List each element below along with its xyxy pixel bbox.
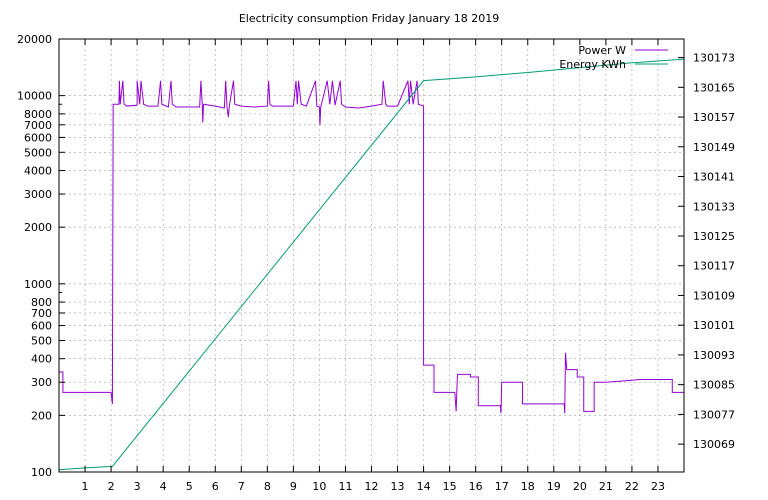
x-tick-label: 10 (312, 480, 326, 493)
legend: Power W Energy KWh (559, 44, 668, 71)
y-right-tick-label: 130117 (693, 260, 735, 273)
y-left-tick-label: 1000 (24, 278, 52, 291)
x-tick-label: 7 (238, 480, 245, 493)
y-left-tick-label: 300 (31, 376, 52, 389)
x-tick-label: 17 (495, 480, 509, 493)
y-left-tick-label: 3000 (24, 188, 52, 201)
y-right-tick-label: 130085 (693, 379, 735, 392)
x-tick-label: 18 (521, 480, 535, 493)
y-left-tick-label: 500 (31, 334, 52, 347)
y-right-tick-label: 130173 (693, 52, 735, 65)
y-right-tick-label: 130141 (693, 171, 735, 184)
y-right-tick-label: 130133 (693, 200, 735, 213)
legend-label-energy: Energy KWh (559, 58, 626, 71)
x-tick-label: 15 (443, 480, 457, 493)
y-left-tick-label: 10000 (17, 90, 52, 103)
x-tick-label: 14 (417, 480, 431, 493)
x-tick-label: 22 (625, 480, 639, 493)
x-tick-label: 12 (365, 480, 379, 493)
y-right-tick-label: 130165 (693, 81, 735, 94)
x-tick-label: 8 (264, 480, 271, 493)
series-line-power (59, 80, 684, 414)
y-left-tick-label: 200 (31, 409, 52, 422)
series-line-energy (58, 58, 685, 471)
y-right-tick-label: 130149 (693, 141, 735, 154)
x-tick-label: 1 (82, 480, 89, 493)
y-right-tick-label: 130157 (693, 111, 735, 124)
y-right-tick-label: 130077 (693, 408, 735, 421)
y-left-tick-label: 6000 (24, 131, 52, 144)
y-left-tick-label: 800 (31, 296, 52, 309)
x-tick-label: 20 (573, 480, 587, 493)
series-lines (58, 58, 685, 471)
x-tick-label: 21 (599, 480, 613, 493)
y-left-tick-label: 400 (31, 353, 52, 366)
y-left-tick-label: 100 (31, 466, 52, 479)
x-tick-label: 4 (160, 480, 167, 493)
y-left-tick-label: 4000 (24, 165, 52, 178)
x-tick-label: 2 (108, 480, 115, 493)
y-left-tick-label: 8000 (24, 108, 52, 121)
y-left-tick-label: 600 (31, 320, 52, 333)
y-left-tick-label: 700 (31, 307, 52, 320)
y-right-tick-label: 130109 (693, 289, 735, 302)
x-tick-label: 6 (212, 480, 219, 493)
y-right-tick-label: 130093 (693, 349, 735, 362)
y-left-tick-label: 2000 (24, 221, 52, 234)
y-left-tick-label: 5000 (24, 146, 52, 159)
x-tick-label: 3 (134, 480, 141, 493)
x-tick-label: 9 (290, 480, 297, 493)
y-right-tick-label: 130101 (693, 319, 735, 332)
x-tick-label: 19 (547, 480, 561, 493)
grid-lines (59, 39, 684, 472)
y-right-tick-label: 130125 (693, 230, 735, 243)
x-tick-label: 13 (391, 480, 405, 493)
y-left-tick-label: 7000 (24, 119, 52, 132)
y-left-tick-label: 20000 (17, 33, 52, 46)
chart-title: Electricity consumption Friday January 1… (239, 12, 499, 25)
x-tick-label: 23 (651, 480, 665, 493)
x-tick-label: 16 (469, 480, 483, 493)
legend-label-power: Power W (578, 44, 626, 57)
axis-ticks: 1 2 3 4 5 6 7 8 9 10 11 12 13 14 15 16 17 18 19 20 21 22 23100… (17, 33, 735, 493)
x-tick-label: 11 (338, 480, 352, 493)
y-right-tick-label: 130069 (693, 438, 735, 451)
x-tick-label: 5 (186, 480, 193, 493)
